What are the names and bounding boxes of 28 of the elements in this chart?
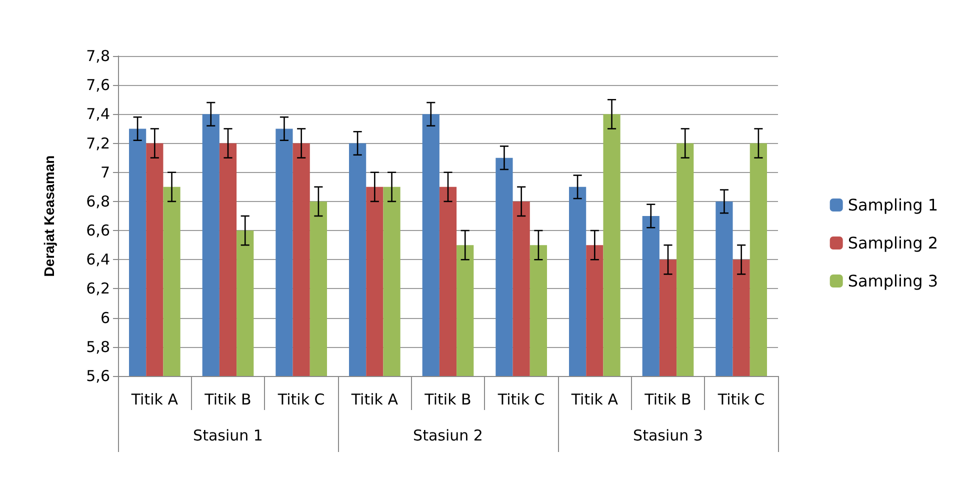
x-tick-label: Titik C bbox=[716, 390, 765, 408]
y-tick-label: 7,4 bbox=[86, 105, 110, 124]
legend-label: Sampling 3 bbox=[848, 272, 938, 290]
x-tick-label: Titik A bbox=[130, 390, 179, 408]
x-tick-label: Titik B bbox=[204, 390, 252, 408]
x-tick-label: Titik C bbox=[276, 390, 325, 408]
legend-label: Sampling 1 bbox=[848, 196, 938, 214]
y-tick-label: 6,6 bbox=[86, 222, 110, 240]
x-tick-label: Titik A bbox=[350, 390, 399, 408]
y-tick-label: 6,4 bbox=[86, 250, 110, 269]
x-tick-label: Titik C bbox=[496, 390, 545, 408]
y-tick-label: 7,8 bbox=[86, 47, 110, 65]
y-tick-label: 7 bbox=[100, 163, 110, 182]
y-tick-label: 6 bbox=[100, 308, 110, 327]
y-tick-label: 7,6 bbox=[86, 76, 110, 94]
text: Stasiun 2 bbox=[413, 426, 483, 444]
y-tick-label: 6,8 bbox=[86, 192, 110, 210]
y-tick-label: 5,6 bbox=[86, 367, 110, 385]
y-tick-label: 7,2 bbox=[86, 134, 110, 152]
x-tick-label: Titik A bbox=[570, 390, 619, 408]
y-tick-label: 6,2 bbox=[86, 280, 110, 298]
legend-label: Sampling 2 bbox=[848, 234, 938, 252]
y-axis-title: Derajat Keasaman bbox=[41, 155, 57, 277]
text: Stasiun 1 bbox=[193, 426, 263, 444]
y-tick-label: 5,8 bbox=[86, 338, 110, 356]
x-tick-label: Titik B bbox=[424, 390, 472, 408]
x-tick-label: Titik B bbox=[644, 390, 692, 408]
text: Stasiun 3 bbox=[633, 426, 703, 444]
